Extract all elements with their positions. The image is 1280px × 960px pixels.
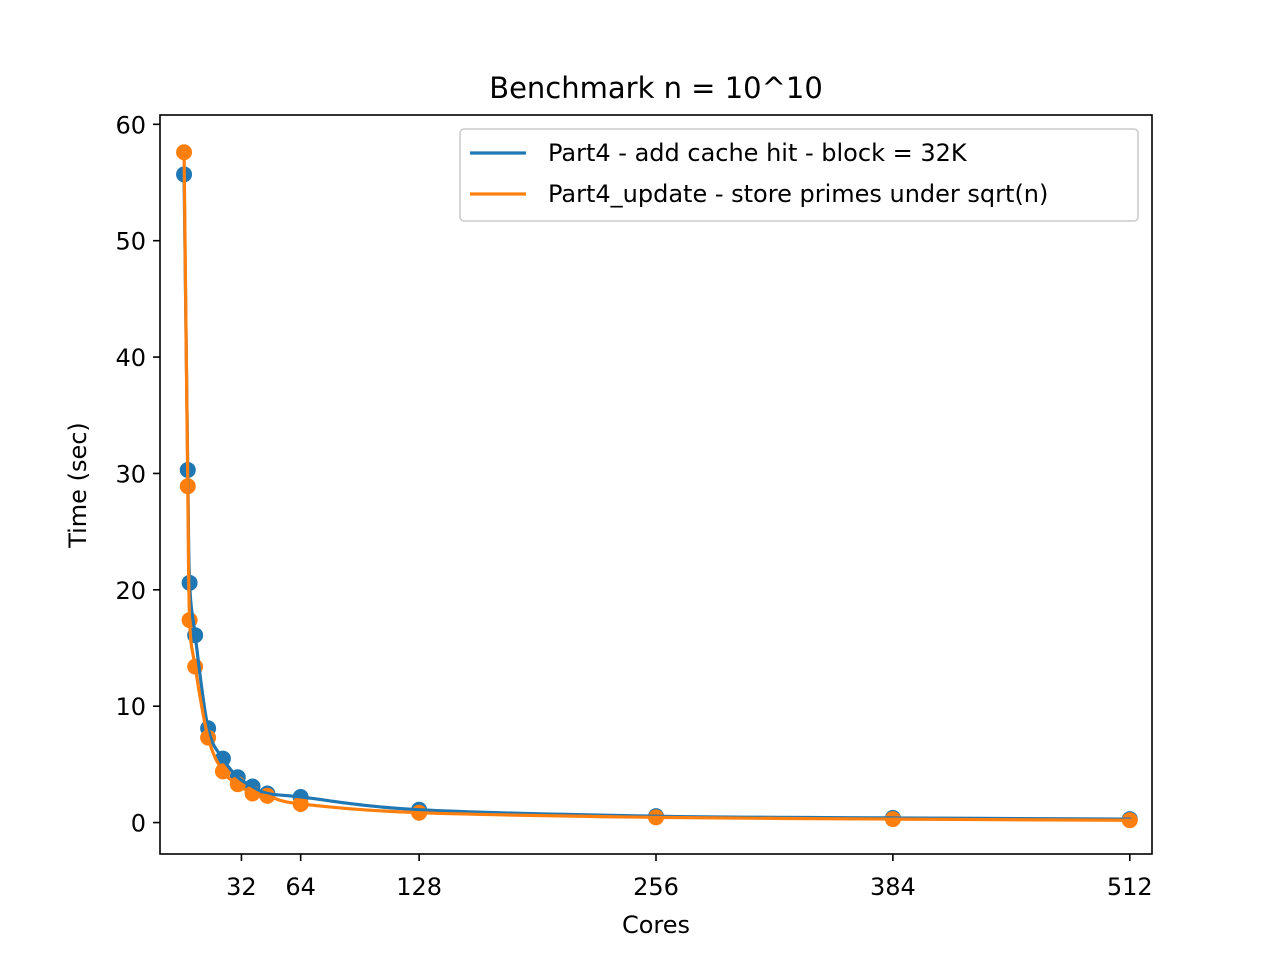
legend-label-0: Part4 - add cache hit - block = 32K bbox=[548, 139, 968, 167]
legend-box bbox=[459, 128, 1139, 222]
y-tick-label-2: 20 bbox=[115, 577, 146, 605]
x-tick-label-4: 384 bbox=[870, 873, 916, 901]
chart-legend: Part4 - add cache hit - block = 32K Part4… bbox=[459, 128, 1139, 222]
y-tick-label-1: 10 bbox=[115, 693, 146, 721]
y-tick-label-0: 0 bbox=[131, 810, 146, 838]
x-tick-label-5: 512 bbox=[1107, 873, 1153, 901]
y-tick-label-3: 30 bbox=[115, 460, 146, 488]
series-layer bbox=[176, 144, 1138, 829]
y-tick-label-4: 40 bbox=[115, 344, 146, 372]
chart-title: Benchmark n = 10^10 bbox=[489, 71, 823, 105]
x-tick-label-0: 32 bbox=[226, 873, 257, 901]
y-tick-label-6: 60 bbox=[115, 111, 146, 139]
x-tick-label-2: 128 bbox=[396, 873, 442, 901]
series-1-line bbox=[182, 150, 1132, 822]
x-tick-label-3: 256 bbox=[633, 873, 679, 901]
legend-label-1: Part4_update - store primes under sqrt(n… bbox=[548, 180, 1048, 208]
x-axis-ticks: 32 64 128 256 384 512 bbox=[226, 854, 1153, 901]
x-tick-label-1: 64 bbox=[285, 873, 316, 901]
y-tick-label-5: 50 bbox=[115, 228, 146, 256]
y-axis-label: Time (sec) bbox=[64, 422, 92, 549]
x-axis-label: Cores bbox=[622, 911, 690, 939]
y-axis-ticks: 0 10 20 30 40 50 60 bbox=[115, 111, 160, 838]
